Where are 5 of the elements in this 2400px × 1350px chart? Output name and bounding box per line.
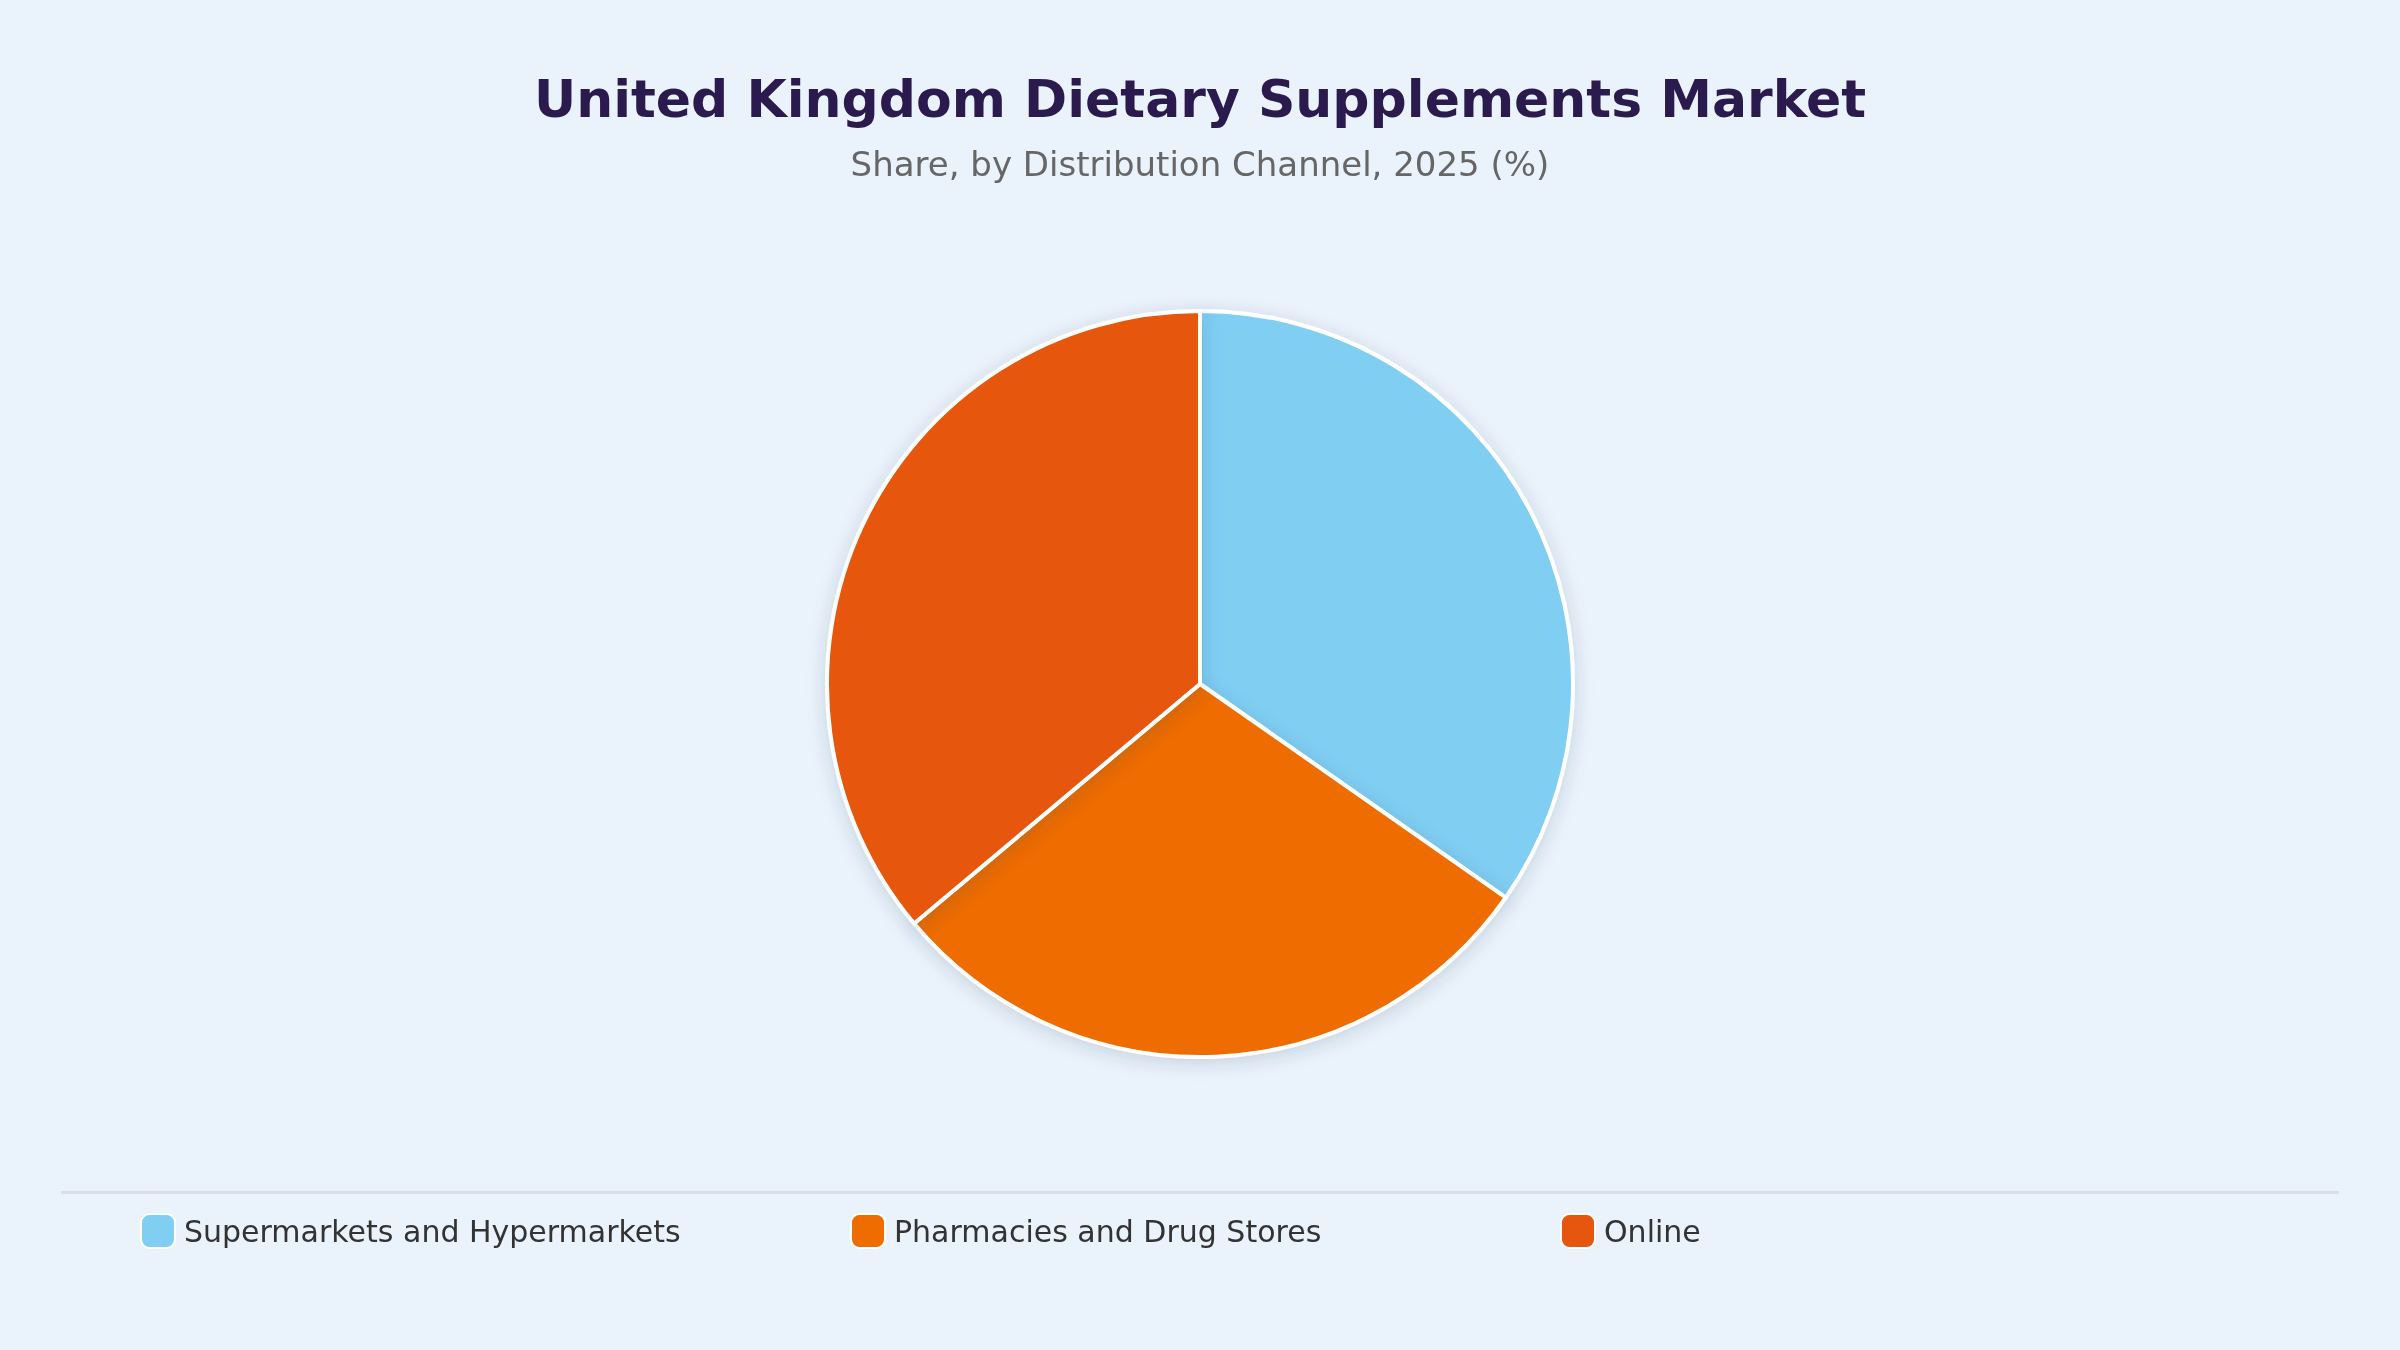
legend-label: Online: [1604, 1213, 1701, 1249]
chart-subtitle: Share, by Distribution Channel, 2025 (%): [850, 144, 1550, 184]
chart-title: United Kingdom Dietary Supplements Market: [533, 69, 1867, 129]
legend-label: Supermarkets and Hypermarkets: [184, 1213, 681, 1249]
legend-label: Pharmacies and Drug Stores: [894, 1213, 1322, 1249]
